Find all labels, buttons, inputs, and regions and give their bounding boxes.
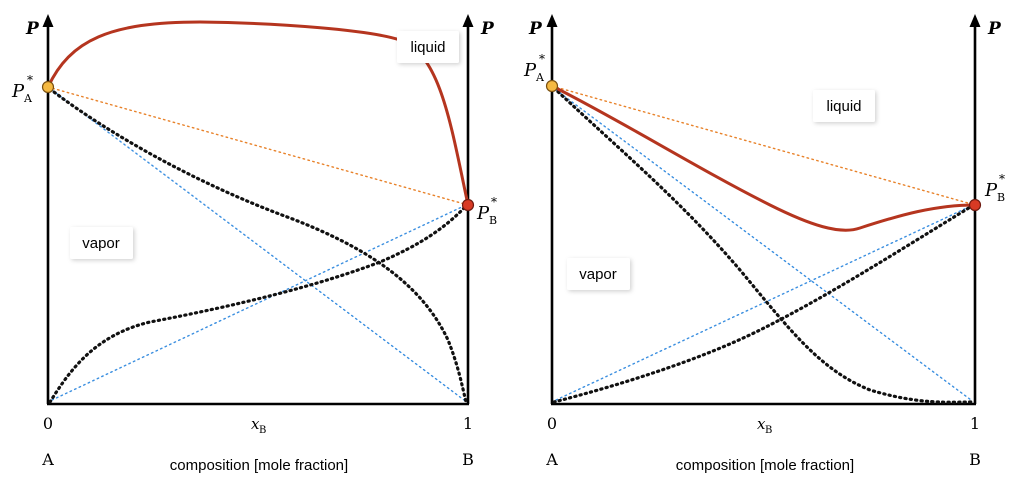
- svg-text:P: P: [11, 81, 25, 102]
- liquid-label-box: [397, 31, 459, 63]
- end-label-b: B: [462, 450, 474, 469]
- x-tick-1: 1: [463, 414, 473, 433]
- x-tick-1: 1: [970, 414, 980, 433]
- partial-pressure-b-curve: [552, 204, 974, 404]
- svg-text:B: B: [259, 425, 266, 436]
- x-tick-0: 0: [547, 414, 557, 433]
- svg-text:P: P: [476, 203, 490, 224]
- right-axis-label: P: [987, 19, 1002, 39]
- svg-text:*: *: [491, 195, 497, 209]
- pb-star-point: [968, 198, 982, 212]
- svg-text:A: A: [535, 71, 545, 84]
- left-axis-label: P: [25, 19, 40, 39]
- pb-star-point: [461, 198, 475, 212]
- ideal-pb-line: [555, 205, 972, 401]
- pa-star-label: P A *: [523, 52, 545, 84]
- ideal-pa-line: [51, 89, 465, 401]
- pb-star-label: P B *: [984, 172, 1005, 204]
- left-axis-label: P: [528, 19, 543, 39]
- left-y-axis-arrow: [546, 14, 558, 27]
- liquid-region-label: liquid: [410, 39, 445, 56]
- x-axis-title: composition [mole fraction]: [676, 457, 854, 474]
- partial-pressure-b-curve: [48, 204, 468, 404]
- right-y-axis-arrow: [969, 14, 981, 27]
- svg-text:A: A: [23, 92, 33, 105]
- partial-pressure-a-curve: [48, 87, 468, 404]
- x-tick-0: 0: [43, 414, 53, 433]
- vapor-region-label: vapor: [579, 266, 617, 283]
- end-label-a: A: [545, 450, 558, 469]
- svg-text:*: *: [539, 52, 545, 66]
- x-axis-title: composition [mole fraction]: [170, 457, 348, 474]
- liquid-region-label: liquid: [826, 98, 861, 115]
- right-axis-label: P: [480, 19, 495, 39]
- end-label-a: A: [41, 450, 54, 469]
- pa-star-point: [41, 80, 55, 94]
- svg-text:x: x: [757, 415, 766, 433]
- pa-star-point: [545, 79, 559, 93]
- left-panel: P P P A * P B * liquid vapor 0 1 x B A B…: [11, 14, 497, 474]
- vapor-label-box: [567, 258, 630, 290]
- xb-label: x B: [757, 415, 772, 436]
- liquid-label-box: [813, 90, 875, 122]
- pb-star-label: P B *: [476, 195, 497, 227]
- liquid-curve: [551, 84, 976, 232]
- ideal-pa-line: [555, 89, 972, 401]
- ideal-pb-line: [51, 205, 465, 401]
- raoult-total-line: [551, 85, 976, 206]
- svg-text:x: x: [251, 415, 260, 433]
- svg-text:*: *: [27, 73, 33, 87]
- right-panel: P P P A * P B * liquid vapor 0 1 x B A B…: [523, 14, 1005, 474]
- partial-pressure-a-curve: [552, 86, 974, 404]
- right-y-axis-arrow: [462, 14, 474, 27]
- xb-label: x B: [251, 415, 266, 436]
- end-label-b: B: [969, 450, 981, 469]
- svg-text:B: B: [997, 191, 1005, 204]
- pa-star-label: P A *: [11, 73, 33, 105]
- svg-text:*: *: [999, 172, 1005, 186]
- svg-text:P: P: [523, 60, 537, 81]
- svg-text:B: B: [489, 214, 497, 227]
- vapor-label-box: [70, 227, 133, 259]
- left-y-axis-arrow: [42, 14, 54, 27]
- liquid-curve: [46, 20, 470, 206]
- svg-text:B: B: [765, 425, 772, 436]
- svg-text:P: P: [984, 180, 998, 201]
- vapor-region-label: vapor: [82, 235, 120, 252]
- raoult-total-line: [47, 86, 469, 206]
